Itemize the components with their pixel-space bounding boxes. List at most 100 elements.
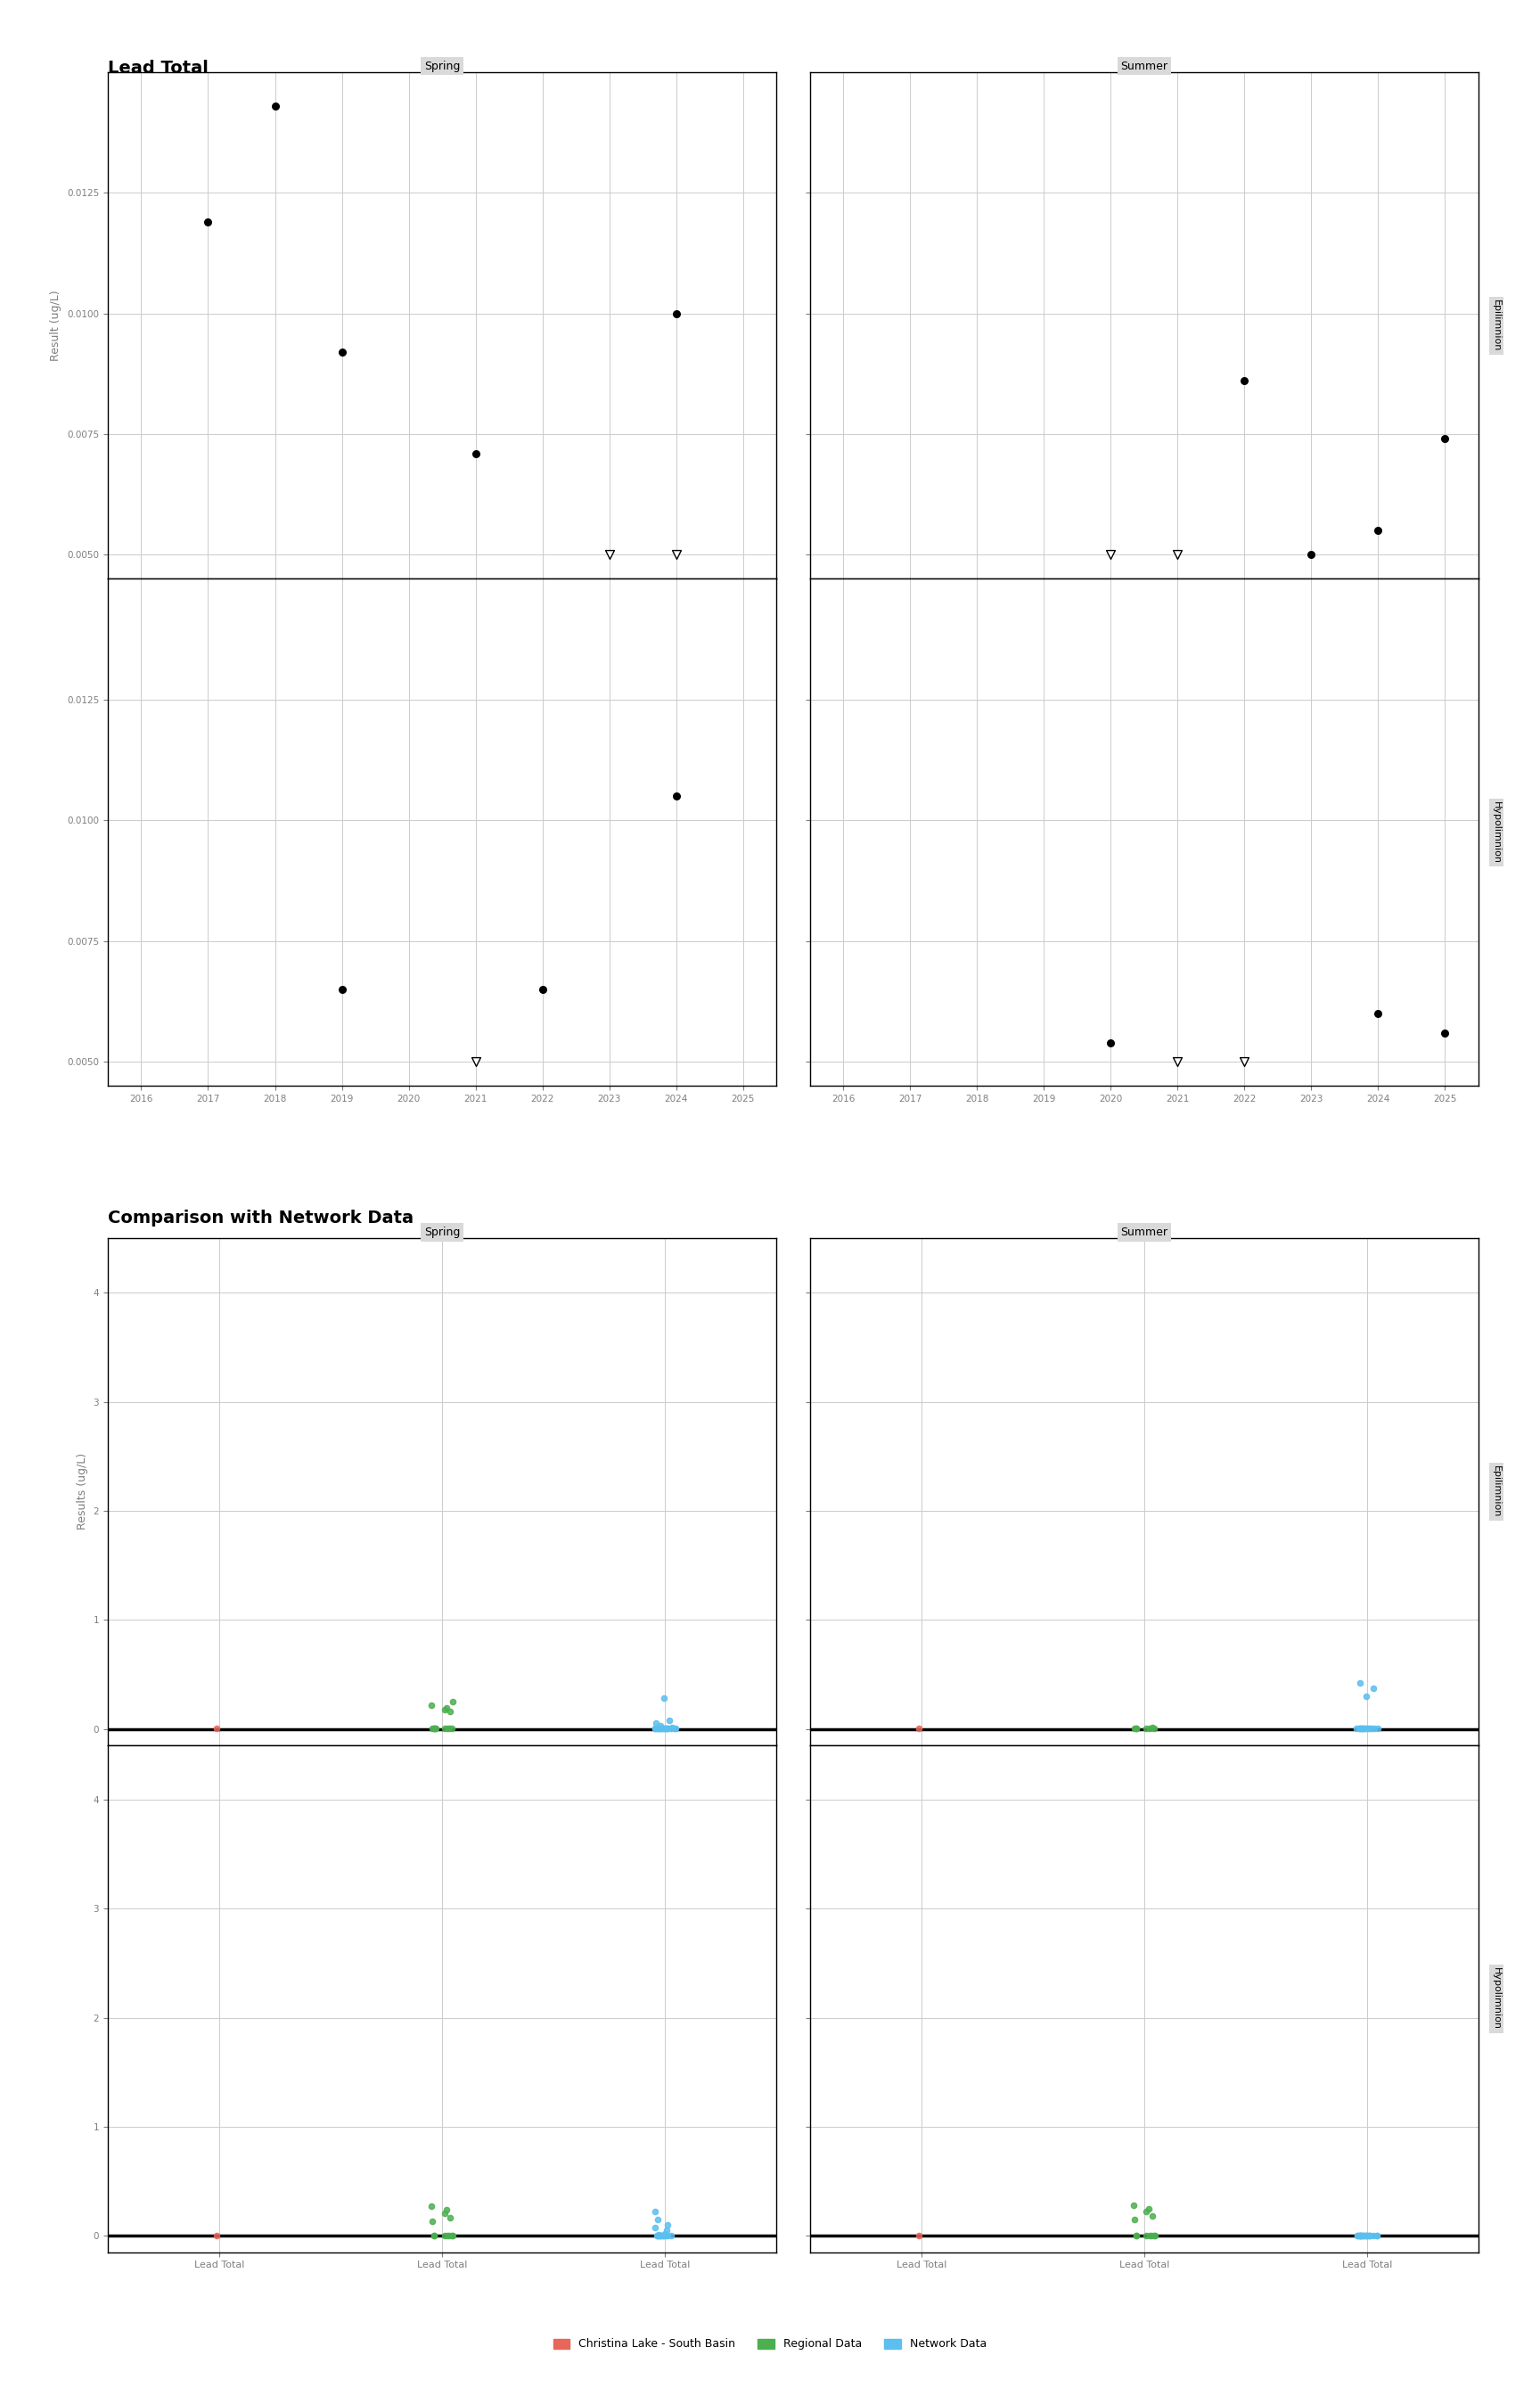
Point — [1098, 1023, 1123, 1061]
Point — [654, 1708, 679, 1747]
Point — [645, 2216, 670, 2255]
Point — [659, 1708, 684, 1747]
Point — [1166, 537, 1190, 575]
Point — [437, 1708, 462, 1747]
Point — [1357, 1708, 1381, 1747]
Point — [1133, 2216, 1158, 2255]
Point — [1432, 1014, 1457, 1052]
Point — [654, 2212, 679, 2250]
Point — [642, 1708, 667, 1747]
Point — [648, 1706, 673, 1744]
Text: Epilimnion: Epilimnion — [1492, 1466, 1500, 1517]
Point — [1355, 2216, 1380, 2255]
Point — [1232, 362, 1257, 400]
Text: Lead Total: Lead Total — [108, 60, 208, 77]
Point — [420, 2202, 445, 2240]
Point — [651, 2216, 676, 2255]
Point — [1351, 1708, 1375, 1747]
Point — [1137, 2190, 1161, 2228]
Point — [419, 1687, 444, 1725]
Point — [664, 1708, 688, 1747]
Point — [1348, 1708, 1372, 1747]
Point — [1357, 2216, 1381, 2255]
Point — [1351, 2216, 1375, 2255]
Point — [645, 1708, 670, 1747]
Point — [422, 2216, 447, 2255]
Point — [1344, 2216, 1369, 2255]
Point — [1352, 2216, 1377, 2255]
Point — [433, 1692, 457, 1730]
Point — [440, 1708, 465, 1747]
Point — [1123, 1708, 1147, 1747]
Point — [1124, 1708, 1149, 1747]
Point — [1137, 1708, 1161, 1747]
Point — [1141, 2216, 1166, 2255]
Point — [1346, 1708, 1371, 1747]
Point — [1364, 2216, 1389, 2255]
Point — [1354, 1677, 1378, 1716]
Point — [648, 1708, 673, 1747]
Point — [419, 2188, 444, 2226]
Point — [1351, 2216, 1375, 2255]
Point — [205, 2216, 229, 2255]
Point — [651, 1708, 676, 1747]
Point — [1361, 2216, 1386, 2255]
Point — [1360, 1708, 1384, 1747]
Point — [1348, 1663, 1372, 1701]
Point — [330, 970, 354, 1009]
Point — [205, 1708, 229, 1747]
Point — [433, 2195, 457, 2233]
Point — [1351, 1708, 1375, 1747]
Title: Summer: Summer — [1121, 1227, 1167, 1239]
Point — [1351, 1708, 1375, 1747]
Point — [1348, 1708, 1372, 1747]
Point — [645, 2216, 670, 2255]
Point — [653, 1708, 678, 1747]
Point — [654, 1708, 679, 1747]
Point — [1098, 537, 1123, 575]
Point — [1166, 1042, 1190, 1081]
Point — [642, 2209, 667, 2247]
Point — [651, 2216, 676, 2255]
Point — [651, 1708, 676, 1747]
Point — [1121, 2185, 1146, 2223]
Point — [1348, 2216, 1372, 2255]
Point — [1232, 1042, 1257, 1081]
Point — [664, 295, 688, 333]
Point — [437, 1692, 462, 1730]
Point — [1140, 2197, 1164, 2235]
Point — [434, 1689, 459, 1728]
Point — [1364, 1708, 1389, 1747]
Point — [659, 2216, 684, 2255]
Point — [1357, 2216, 1381, 2255]
Title: Summer: Summer — [1121, 60, 1167, 72]
Point — [1140, 2216, 1164, 2255]
Point — [648, 1708, 673, 1747]
Point — [1366, 510, 1391, 549]
Point — [434, 1708, 459, 1747]
Point — [1133, 2192, 1158, 2231]
Point — [648, 2216, 673, 2255]
Point — [1432, 419, 1457, 458]
Point — [1361, 1670, 1386, 1708]
Point — [440, 1682, 465, 1720]
Point — [1140, 1708, 1164, 1747]
Text: Epilimnion: Epilimnion — [1492, 300, 1500, 352]
Point — [1351, 2216, 1375, 2255]
Title: Spring: Spring — [424, 60, 460, 72]
Point — [422, 1708, 447, 1747]
Point — [1354, 2216, 1378, 2255]
Point — [659, 1708, 684, 1747]
Point — [1348, 1708, 1372, 1747]
Point — [437, 2197, 462, 2235]
Point — [664, 537, 688, 575]
Text: Hypolimnion: Hypolimnion — [1492, 1967, 1500, 2029]
Point — [642, 2192, 667, 2231]
Point — [645, 2216, 670, 2255]
Point — [1348, 2216, 1372, 2255]
Point — [420, 1708, 445, 1747]
Point — [1298, 537, 1323, 575]
Point — [645, 2216, 670, 2255]
Point — [424, 1708, 448, 1747]
Title: Spring: Spring — [424, 1227, 460, 1239]
